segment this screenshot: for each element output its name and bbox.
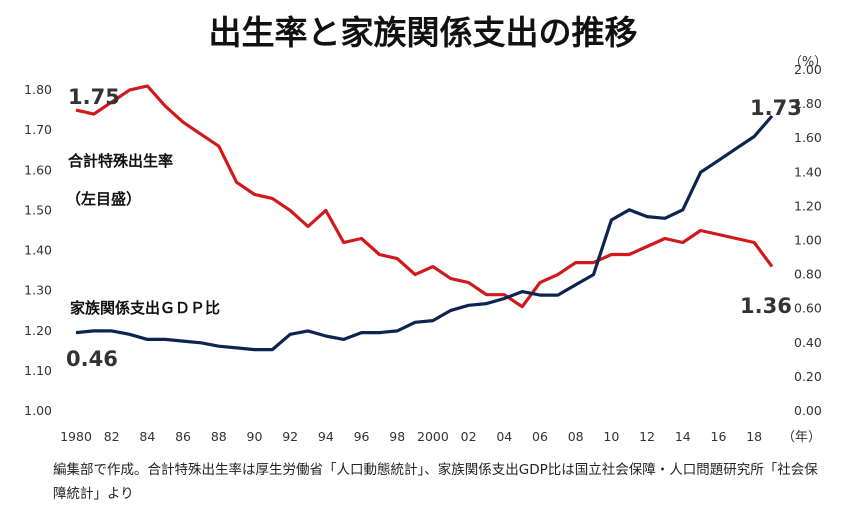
left-axis-tick-label: 1.20 xyxy=(24,323,52,338)
x-axis-tick-label: 02 xyxy=(461,429,477,444)
left-axis-tick-label: 1.00 xyxy=(24,403,52,418)
series-label-family-spending: 家族関係支出ＧＤＰ比 xyxy=(70,299,220,317)
x-axis-tick-label: 84 xyxy=(139,429,155,444)
series-line-birth-rate xyxy=(75,84,774,309)
left-axis-tick-label: 1.10 xyxy=(24,363,52,378)
left-axis-tick-label: 1.60 xyxy=(24,162,52,177)
source-note: 編集部で作成。合計特殊出生率は厚生労働省「人口動態統計」、家族関係支出GDP比は… xyxy=(53,462,818,502)
left-axis: 1.00 1.10 1.20 1.30 1.40 1.50 1.60 1.70 1.80 xyxy=(24,82,52,418)
x-axis-tick-label: 88 xyxy=(211,429,227,444)
right-axis-tick-label: 0.80 xyxy=(794,267,822,282)
right-axis-tick-label: 2.00 xyxy=(794,62,822,77)
x-axis-tick-label: 86 xyxy=(175,429,191,444)
left-axis-tick-label: 1.70 xyxy=(24,122,52,137)
x-axis-tick-label: 98 xyxy=(389,429,405,444)
series-line-family-spending xyxy=(75,114,774,352)
x-axis-tick-label: 04 xyxy=(496,429,512,444)
series-label-birth-rate-note: （左目盛） xyxy=(66,190,141,208)
birth-rate-start-label: 1.75 xyxy=(68,85,120,109)
x-axis-tick-label: 82 xyxy=(104,429,120,444)
x-axis: 1980 82 84 86 88 90 92 94 96 98 2000 02 04 06 08 10 12 14… xyxy=(60,429,762,444)
left-axis-tick-label: 1.50 xyxy=(24,202,52,217)
x-axis-tick-label: 94 xyxy=(318,429,334,444)
right-axis-tick-label: 0.00 xyxy=(794,403,822,418)
x-axis-tick-label: 18 xyxy=(746,429,762,444)
right-axis-tick-label: 0.20 xyxy=(794,369,822,384)
x-axis-tick-label: 90 xyxy=(247,429,263,444)
right-axis-tick-label: 1.00 xyxy=(794,233,822,248)
right-axis-tick-label: 1.20 xyxy=(794,198,822,213)
family-spending-end-label: 1.73 xyxy=(750,96,802,120)
x-axis-tick-label: 08 xyxy=(568,429,584,444)
right-axis-tick-label: 1.60 xyxy=(794,130,822,145)
right-axis-tick-label: 1.80 xyxy=(794,96,822,111)
x-axis-tick-label: 96 xyxy=(354,429,370,444)
right-axis-tick-label: 1.40 xyxy=(794,164,822,179)
left-axis-tick-label: 1.30 xyxy=(24,283,52,298)
x-axis-tick-label: 06 xyxy=(532,429,548,444)
left-axis-tick-label: 1.80 xyxy=(24,82,52,97)
right-axis-tick-label: 0.60 xyxy=(794,301,822,316)
x-axis-tick-label: 2000 xyxy=(417,429,449,444)
left-axis-tick-label: 1.40 xyxy=(24,243,52,258)
chart: 出生率と家族関係支出の推移 1.001.101.201.301.401.501.… xyxy=(24,13,827,445)
x-axis-tick-label: 1980 xyxy=(60,429,92,444)
x-axis-tick-label: 12 xyxy=(639,429,655,444)
x-axis-tick-label: 10 xyxy=(603,429,619,444)
x-axis-unit: （年） xyxy=(782,430,821,445)
x-axis-tick-label: 16 xyxy=(711,429,727,444)
chart-title: 出生率と家族関係支出の推移 xyxy=(209,13,638,52)
x-axis-tick-label: 92 xyxy=(282,429,298,444)
birth-rate-end-label: 1.36 xyxy=(740,294,792,318)
family-spending-start-label: 0.46 xyxy=(66,347,118,371)
x-axis-tick-label: 14 xyxy=(675,429,691,444)
series-label-birth-rate: 合計特殊出生率 xyxy=(67,152,173,170)
right-axis-tick-label: 0.40 xyxy=(794,335,822,350)
right-axis: 0.00 0.20 0.40 0.60 0.80 1.00 1.20 1.40 1.60 1.80… xyxy=(794,62,822,418)
right-axis-unit: （%） xyxy=(789,55,827,70)
